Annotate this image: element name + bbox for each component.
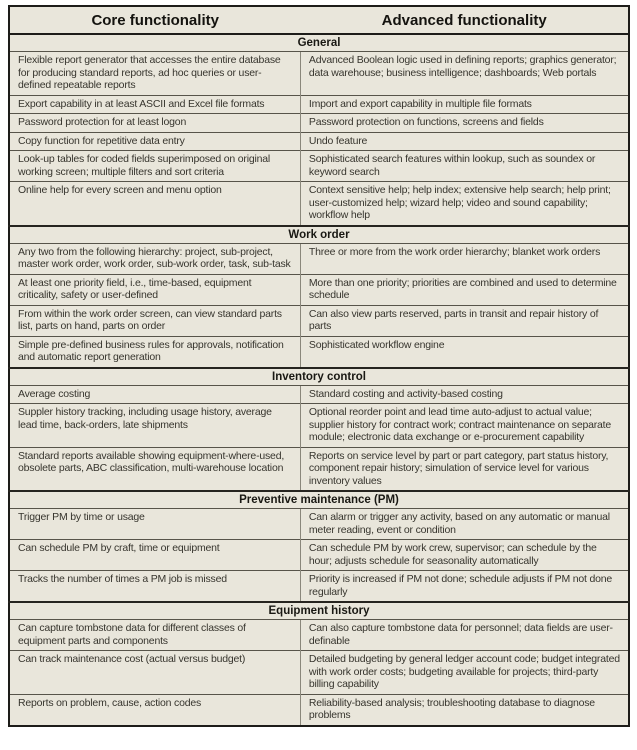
core-functionality-cell: Can schedule PM by craft, time or equipm…	[9, 539, 301, 571]
section-header-row: Work order	[9, 224, 629, 244]
advanced-functionality-cell: Three or more from the work order hierar…	[300, 242, 629, 274]
core-functionality-cell: Simple pre-defined business rules for ap…	[9, 335, 301, 368]
section-header-row: General	[9, 33, 629, 52]
table-row: Simple pre-defined business rules for ap…	[9, 335, 629, 368]
core-functionality-cell: Can track maintenance cost (actual versu…	[9, 650, 301, 694]
advanced-functionality-cell: Detailed budgeting by general ledger acc…	[300, 650, 629, 694]
table-row: Any two from the following hierarchy: pr…	[9, 242, 629, 274]
table-row: Tracks the number of times a PM job is m…	[9, 570, 629, 602]
table-body: General Flexible report generator that a…	[9, 33, 629, 726]
advanced-functionality-cell: Sophisticated workflow engine	[300, 335, 629, 368]
core-functionality-cell: Export capability in at least ASCII and …	[9, 94, 301, 114]
advanced-functionality-cell: More than one priority; priorities are c…	[300, 273, 629, 305]
table-row: Export capability in at least ASCII and …	[9, 94, 629, 114]
table-row: From within the work order screen, can v…	[9, 304, 629, 336]
section-header-row: Inventory control	[9, 366, 629, 386]
core-functionality-cell: From within the work order screen, can v…	[9, 304, 301, 336]
table-row: Trigger PM by time or usage Can alarm or…	[9, 508, 629, 540]
advanced-functionality-cell: Optional reorder point and lead time aut…	[300, 403, 629, 447]
advanced-functionality-cell: Advanced Boolean logic used in defining …	[300, 51, 629, 95]
section-header-row: Equipment history	[9, 601, 629, 620]
core-functionality-cell: Online help for every screen and menu op…	[9, 181, 301, 226]
table-row: Password protection for at least logon P…	[9, 113, 629, 132]
advanced-functionality-cell: Can also view parts reserved, parts in t…	[300, 304, 629, 336]
table-row: Can capture tombstone data for different…	[9, 619, 629, 651]
table-row: Standard reports available showing equip…	[9, 446, 629, 491]
table-row: At least one priority field, i.e., time-…	[9, 273, 629, 305]
table-row: Copy function for repetitive data entry …	[9, 131, 629, 151]
table-row: Look-up tables for coded fields superimp…	[9, 150, 629, 182]
table-row: Online help for every screen and menu op…	[9, 181, 629, 226]
section-title: Equipment history	[9, 601, 629, 620]
table-head: Core functionality Advanced functionalit…	[9, 6, 629, 35]
core-functionality-cell: Can capture tombstone data for different…	[9, 619, 301, 651]
table-row: Reports on problem, cause, action codes …	[9, 693, 629, 726]
advanced-functionality-cell: Import and export capability in multiple…	[300, 94, 629, 114]
table-header-row: Core functionality Advanced functionalit…	[9, 6, 629, 35]
core-functionality-cell: Trigger PM by time or usage	[9, 508, 301, 540]
advanced-functionality-cell: Sophisticated search features within loo…	[300, 150, 629, 182]
advanced-functionality-cell: Reports on service level by part or part…	[300, 446, 629, 491]
table-row: Can schedule PM by craft, time or equipm…	[9, 539, 629, 571]
section-header-row: Preventive maintenance (PM)	[9, 490, 629, 509]
advanced-functionality-cell: Reliability-based analysis; troubleshoot…	[300, 693, 629, 726]
functionality-comparison-table: Core functionality Advanced functionalit…	[8, 5, 630, 727]
core-functionality-cell: Suppler history tracking, including usag…	[9, 403, 301, 447]
section-title: Preventive maintenance (PM)	[9, 490, 629, 509]
advanced-functionality-cell: Can alarm or trigger any activity, based…	[300, 508, 629, 540]
core-functionality-cell: Look-up tables for coded fields superimp…	[9, 150, 301, 182]
core-functionality-cell: Reports on problem, cause, action codes	[9, 693, 301, 726]
advanced-functionality-cell: Can schedule PM by work crew, supervisor…	[300, 539, 629, 571]
core-functionality-cell: Standard reports available showing equip…	[9, 446, 301, 491]
column-header-advanced-functionality: Advanced functionality	[300, 6, 629, 35]
table-row: Average costing Standard costing and act…	[9, 384, 629, 404]
core-functionality-cell: Copy function for repetitive data entry	[9, 131, 301, 151]
advanced-functionality-cell: Undo feature	[300, 131, 629, 151]
table-row: Flexible report generator that accesses …	[9, 51, 629, 95]
advanced-functionality-cell: Context sensitive help; help index; exte…	[300, 181, 629, 226]
section-title: General	[9, 33, 629, 52]
section-title: Inventory control	[9, 366, 629, 386]
core-functionality-cell: Average costing	[9, 384, 301, 404]
core-functionality-cell: Flexible report generator that accesses …	[9, 51, 301, 95]
advanced-functionality-cell: Priority is increased if PM not done; sc…	[300, 570, 629, 602]
advanced-functionality-cell: Can also capture tombstone data for pers…	[300, 619, 629, 651]
core-functionality-cell: At least one priority field, i.e., time-…	[9, 273, 301, 305]
core-functionality-cell: Tracks the number of times a PM job is m…	[9, 570, 301, 602]
core-functionality-cell: Any two from the following hierarchy: pr…	[9, 242, 301, 274]
section-title: Work order	[9, 224, 629, 244]
advanced-functionality-cell: Password protection on functions, screen…	[300, 113, 629, 132]
core-functionality-cell: Password protection for at least logon	[9, 113, 301, 132]
advanced-functionality-cell: Standard costing and activity-based cost…	[300, 384, 629, 404]
column-header-core-functionality: Core functionality	[9, 6, 301, 35]
table-row: Suppler history tracking, including usag…	[9, 403, 629, 447]
table-row: Can track maintenance cost (actual versu…	[9, 650, 629, 694]
